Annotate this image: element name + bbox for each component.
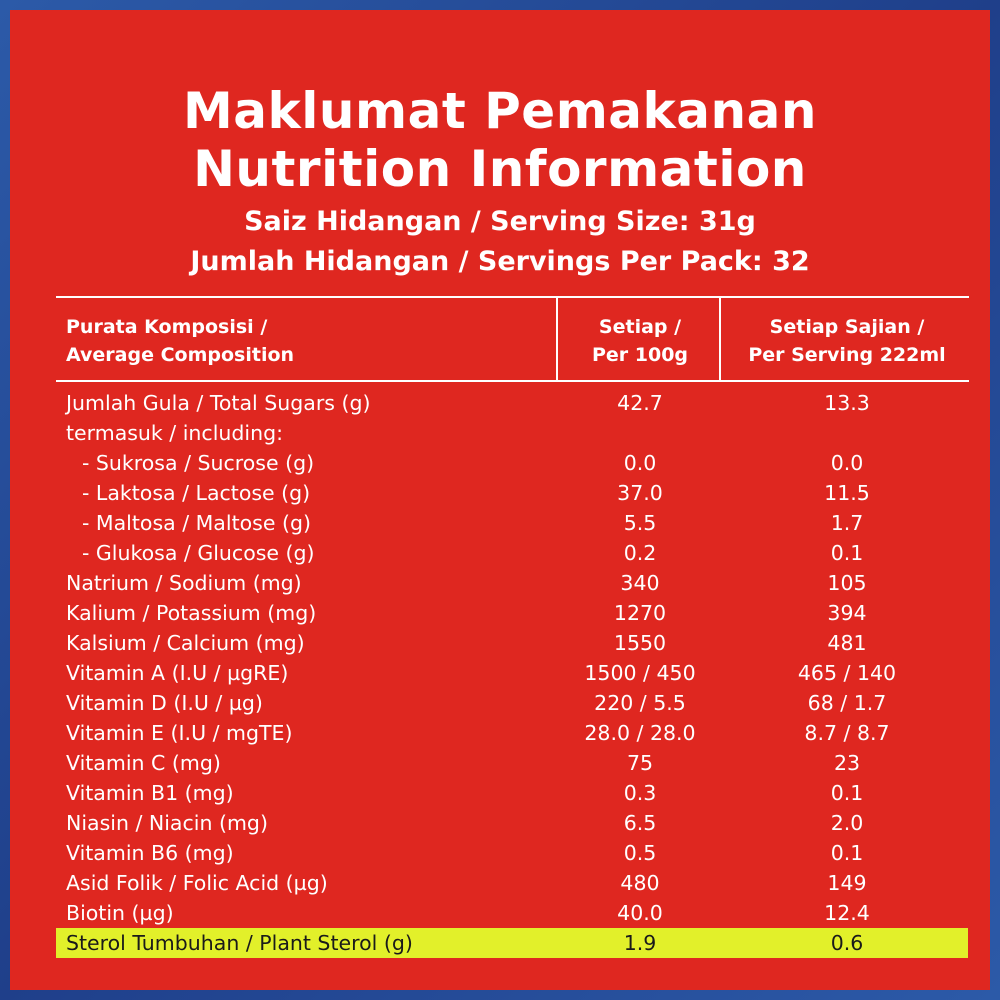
nutrient-label: - Maltosa / Maltose (g): [82, 511, 311, 535]
value-per-100g: 28.0 / 28.0: [584, 721, 696, 745]
nutrient-label: Kalium / Potassium (mg): [66, 601, 317, 625]
header-average-composition: Purata Komposisi / Average Composition: [66, 313, 546, 369]
value-per-serving: 394: [827, 601, 867, 625]
table-row: - Maltosa / Maltose (g) 5.5 1.7: [10, 508, 990, 538]
value-per-100g: 480: [620, 871, 660, 895]
table-row: Vitamin A (I.U / µgRE) 1500 / 450 465 / 14…: [10, 658, 990, 688]
nutrient-label: Vitamin A (I.U / µgRE): [66, 661, 289, 685]
value-per-100g: 0.0: [623, 451, 657, 475]
table-row: termasuk / including:: [10, 418, 990, 448]
nutrient-label: - Laktosa / Lactose (g): [82, 481, 311, 505]
value-per-100g: 1270: [613, 601, 667, 625]
value-per-serving: 68 / 1.7: [807, 691, 887, 715]
table-row: Kalium / Potassium (mg) 1270 394: [10, 598, 990, 628]
nutrient-label: - Sukrosa / Sucrose (g): [82, 451, 315, 475]
value-per-serving: 0.1: [830, 541, 864, 565]
nutrition-panel: Maklumat Pemakanan Nutrition Information…: [10, 10, 990, 990]
value-per-serving: 0.0: [830, 451, 864, 475]
value-per-100g: 75: [626, 751, 654, 775]
nutrition-rows: Jumlah Gula / Total Sugars (g) 42.7 13.3 te…: [10, 388, 990, 958]
nutrient-label: Natrium / Sodium (mg): [66, 571, 302, 595]
nutrient-label: Vitamin E (I.U / mgTE): [66, 721, 293, 745]
value-per-100g: 6.5: [623, 811, 657, 835]
value-per-100g: 1500 / 450: [584, 661, 696, 685]
value-per-serving: 12.4: [824, 901, 870, 925]
nutrient-label: Vitamin D (I.U / µg): [66, 691, 263, 715]
value-per-serving: 8.7 / 8.7: [804, 721, 890, 745]
nutrient-label: termasuk / including:: [66, 421, 284, 445]
table-row: Vitamin B1 (mg) 0.3 0.1: [10, 778, 990, 808]
header-col2-line1: Setiap /: [598, 316, 682, 338]
table-row: Vitamin E (I.U / mgTE) 28.0 / 28.0 8.7 / 8…: [10, 718, 990, 748]
nutrient-label: Biotin (µg): [66, 901, 174, 925]
value-per-100g: 0.2: [623, 541, 657, 565]
value-per-100g: 1.9: [623, 931, 657, 955]
value-per-serving: 23: [833, 751, 861, 775]
value-per-serving: 465 / 140: [797, 661, 897, 685]
table-row: Kalsium / Calcium (mg) 1550 481: [10, 628, 990, 658]
value-per-serving: 2.0: [830, 811, 864, 835]
value-per-100g: 220 / 5.5: [594, 691, 686, 715]
value-per-100g: 1550: [613, 631, 667, 655]
value-per-100g: 40.0: [617, 901, 663, 925]
header-per-100g: Setiap / Per 100g: [560, 313, 720, 369]
value-per-serving: 11.5: [824, 481, 870, 505]
nutrient-label: Jumlah Gula / Total Sugars (g): [66, 391, 371, 415]
nutrient-label: Asid Folik / Folic Acid (µg): [66, 871, 328, 895]
value-per-100g: 42.7: [617, 391, 663, 415]
table-row: Vitamin C (mg) 75 23: [10, 748, 990, 778]
value-per-serving: 105: [827, 571, 867, 595]
serving-size: Saiz Hidangan / Serving Size: 31g: [244, 206, 756, 237]
table-row: Vitamin B6 (mg) 0.5 0.1: [10, 838, 990, 868]
table-row: - Glukosa / Glucose (g) 0.2 0.1: [10, 538, 990, 568]
table-row: Vitamin D (I.U / µg) 220 / 5.5 68 / 1.7: [10, 688, 990, 718]
header-divider-1: [556, 296, 558, 382]
servings-per-pack: Jumlah Hidangan / Servings Per Pack: 32: [190, 246, 810, 277]
header-divider-2: [719, 296, 721, 382]
header-col3-line2: Per Serving 222ml: [748, 344, 946, 366]
value-per-serving: 0.1: [830, 841, 864, 865]
nutrient-label: Vitamin B1 (mg): [66, 781, 234, 805]
value-per-serving: 1.7: [830, 511, 864, 535]
table-row: Natrium / Sodium (mg) 340 105: [10, 568, 990, 598]
nutrient-label: Sterol Tumbuhan / Plant Sterol (g): [66, 931, 413, 955]
value-per-100g: 37.0: [617, 481, 663, 505]
table-row: Niasin / Niacin (mg) 6.5 2.0: [10, 808, 990, 838]
header-bottom-rule: [56, 380, 969, 382]
header-col2-line2: Per 100g: [591, 344, 689, 366]
table-row-highlighted: Sterol Tumbuhan / Plant Sterol (g) 1.9 0.6: [56, 928, 968, 958]
value-per-100g: 5.5: [623, 511, 657, 535]
value-per-100g: 340: [620, 571, 660, 595]
value-per-serving: 149: [827, 871, 867, 895]
table-row: - Sukrosa / Sucrose (g) 0.0 0.0: [10, 448, 990, 478]
title-malay: Maklumat Pemakanan: [183, 82, 817, 140]
header-col3-line1: Setiap Sajian /: [769, 316, 925, 338]
header-col1-line1: Purata Komposisi /: [66, 316, 268, 338]
value-per-serving: 0.6: [830, 931, 864, 955]
nutrient-label: Vitamin B6 (mg): [66, 841, 234, 865]
value-per-serving: 13.3: [824, 391, 870, 415]
table-row: Asid Folik / Folic Acid (µg) 480 149: [10, 868, 990, 898]
nutrient-label: Niasin / Niacin (mg): [66, 811, 268, 835]
value-per-100g: 0.5: [623, 841, 657, 865]
value-per-serving: 0.1: [830, 781, 864, 805]
value-per-100g: 0.3: [623, 781, 657, 805]
table-top-rule: [56, 296, 969, 298]
header-per-serving: Setiap Sajian / Per Serving 222ml: [722, 313, 972, 369]
table-row: - Laktosa / Lactose (g) 37.0 11.5: [10, 478, 990, 508]
nutrient-label: Vitamin C (mg): [66, 751, 221, 775]
nutrient-label: - Glukosa / Glucose (g): [82, 541, 315, 565]
value-per-serving: 481: [827, 631, 867, 655]
nutrient-label: Kalsium / Calcium (mg): [66, 631, 305, 655]
header-col1-line2: Average Composition: [66, 344, 295, 366]
table-row: Jumlah Gula / Total Sugars (g) 42.7 13.3: [10, 388, 990, 418]
table-row: Biotin (µg) 40.0 12.4: [10, 898, 990, 928]
title-english: Nutrition Information: [193, 140, 807, 198]
